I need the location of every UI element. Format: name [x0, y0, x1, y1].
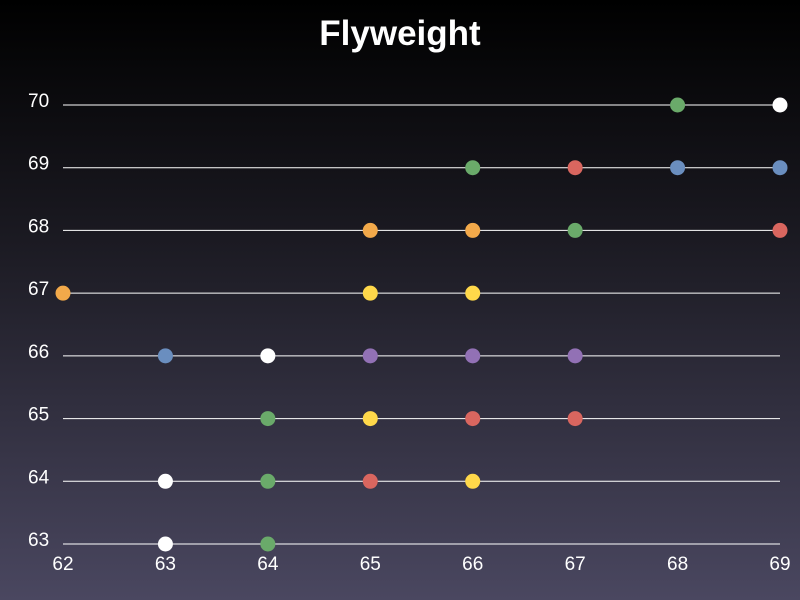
y-tick-label: 66: [28, 342, 49, 363]
x-tick-label: 68: [667, 554, 688, 575]
data-point: [670, 97, 686, 113]
data-point: [260, 473, 276, 489]
x-tick-label: 66: [462, 554, 483, 575]
x-tick-label: 67: [565, 554, 586, 575]
data-point: [55, 285, 71, 301]
data-points: [55, 97, 788, 552]
x-tick-label: 64: [257, 554, 279, 575]
data-point: [465, 285, 481, 301]
data-point: [465, 348, 481, 364]
data-point: [260, 536, 276, 552]
data-point: [465, 222, 481, 238]
x-axis-ticks: 62 63 64 65 66 67 68 69: [52, 554, 790, 575]
data-point: [567, 348, 583, 364]
data-point: [362, 348, 378, 364]
data-point: [465, 473, 481, 489]
grid-lines: [63, 104, 780, 545]
data-point: [157, 473, 173, 489]
x-tick-label: 65: [360, 554, 381, 575]
data-point: [362, 285, 378, 301]
data-point: [465, 160, 481, 176]
data-point: [772, 97, 788, 113]
x-tick-label: 62: [52, 554, 73, 575]
data-point: [260, 411, 276, 427]
y-axis-ticks: 63 64 65 66 67 68 69 70: [28, 91, 50, 551]
y-tick-label: 69: [28, 154, 49, 175]
data-point: [567, 222, 583, 238]
data-point: [772, 160, 788, 176]
y-tick-label: 70: [28, 91, 49, 112]
y-tick-label: 63: [28, 530, 49, 551]
x-tick-label: 63: [155, 554, 176, 575]
data-point: [260, 348, 276, 364]
data-point: [567, 411, 583, 427]
data-point: [362, 411, 378, 427]
data-point: [465, 411, 481, 427]
data-point: [567, 160, 583, 176]
data-point: [772, 222, 788, 238]
data-point: [670, 160, 686, 176]
data-point: [362, 222, 378, 238]
data-point: [157, 348, 173, 364]
y-tick-label: 68: [28, 216, 49, 237]
y-tick-label: 65: [28, 405, 49, 426]
data-point: [157, 536, 173, 552]
y-tick-label: 64: [28, 467, 50, 488]
y-tick-label: 67: [28, 279, 49, 300]
x-tick-label: 69: [769, 554, 790, 575]
chart-title: Flyweight: [319, 14, 481, 53]
data-point: [362, 473, 378, 489]
